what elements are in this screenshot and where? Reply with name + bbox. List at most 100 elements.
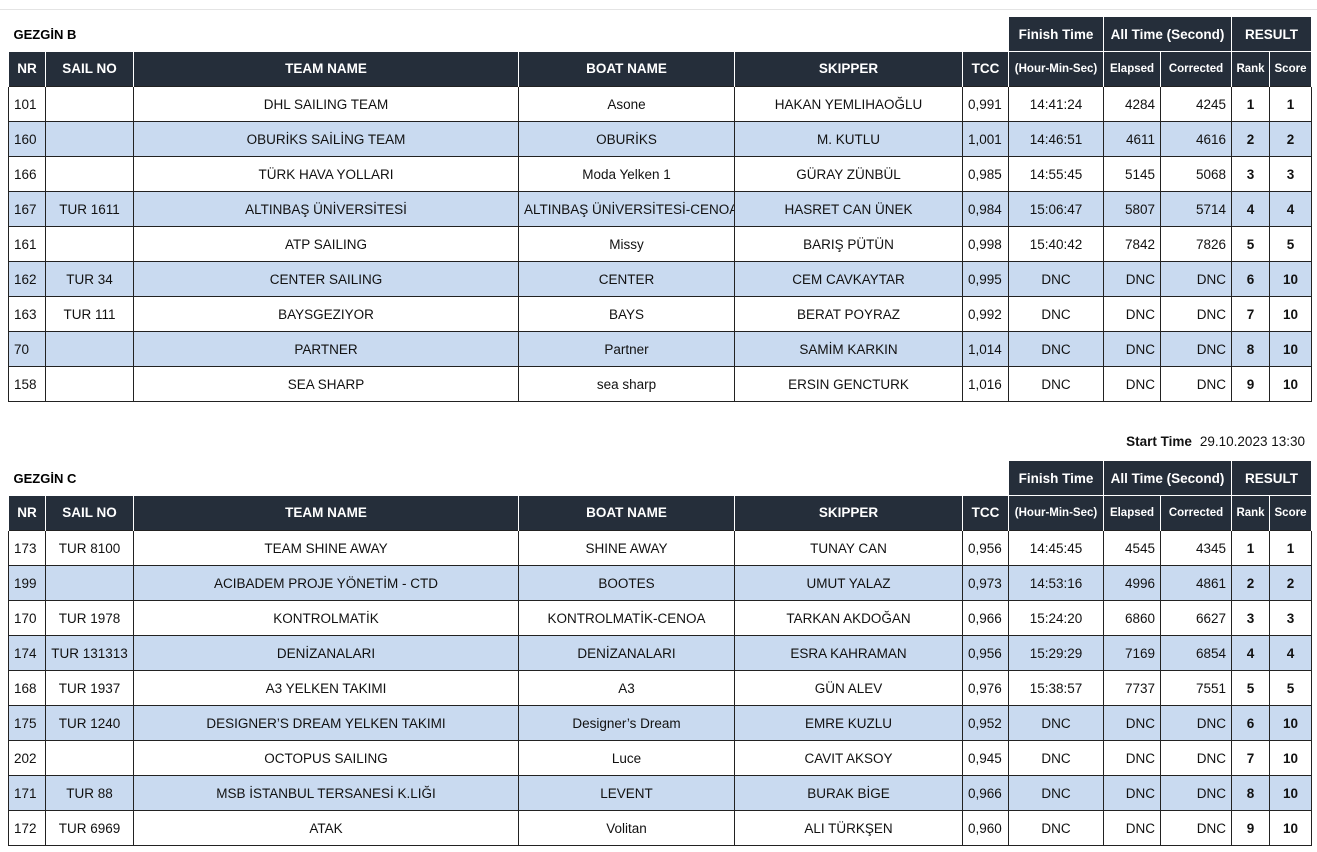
rank-cell: 4 (1231, 191, 1270, 227)
sail-no-cell (45, 565, 134, 601)
tcc-cell: 0,995 (962, 261, 1009, 297)
hour-min-sec-header: (Hour-Min-Sec) (1008, 51, 1104, 87)
skipper-cell: GÜN ALEV (734, 670, 963, 706)
team-name-cell: OCTOPUS SAILING (133, 740, 519, 776)
corrected-cell: DNC (1160, 705, 1232, 741)
score-cell: 3 (1269, 156, 1312, 192)
results-table-gezgin-b: GEZGİN B Finish Time All Time (Second) R… (8, 16, 1312, 402)
sail-no-cell (45, 331, 134, 367)
skipper-cell: BERAT POYRAZ (734, 296, 963, 332)
nr-cell: 162 (8, 261, 46, 297)
team-name-cell: DHL SAILING TEAM (133, 86, 519, 122)
finish-time-cell: DNC (1008, 366, 1104, 402)
boat-name-cell: Volitan (518, 810, 735, 846)
table-row: 161 ATP SAILING Missy BARIŞ PÜTÜN 0,998 15:40… (8, 226, 1312, 262)
sail-no-cell: TUR 88 (45, 775, 134, 811)
sail-no-cell (45, 740, 134, 776)
boat-name-cell: Asone (518, 86, 735, 122)
start-time-value: 29.10.2023 13:30 (1199, 434, 1305, 449)
finish-time-cell: 15:40:42 (1008, 226, 1104, 262)
team-name-cell: ACIBADEM PROJE YÖNETİM - CTD (133, 565, 519, 601)
elapsed-header: Elapsed (1103, 495, 1161, 531)
boat-name-cell: Luce (518, 740, 735, 776)
corrected-cell: 7551 (1160, 670, 1232, 706)
score-cell: 2 (1269, 121, 1312, 157)
nr-cell: 168 (8, 670, 46, 706)
sail-no-cell: TUR 1240 (45, 705, 134, 741)
nr-cell: 101 (8, 86, 46, 122)
corrected-cell: 4245 (1160, 86, 1232, 122)
nr-cell: 173 (8, 530, 46, 566)
table-row: 175 TUR 1240 DESIGNER’S DREAM YELKEN TAKIM… (8, 705, 1312, 741)
corrected-cell: 4616 (1160, 121, 1232, 157)
elapsed-cell: DNC (1103, 740, 1161, 776)
sail-no-cell: TUR 34 (45, 261, 134, 297)
team-name-cell: DENİZANALARI (133, 635, 519, 671)
sail-no-cell (45, 156, 134, 192)
team-name-cell: PARTNER (133, 331, 519, 367)
finish-time-cell: DNC (1008, 775, 1104, 811)
elapsed-cell: 5807 (1103, 191, 1161, 227)
boat-name-cell: BOOTES (518, 565, 735, 601)
skipper-cell: GÜRAY ZÜNBÜL (734, 156, 963, 192)
score-cell: 4 (1269, 191, 1312, 227)
team-name-header: TEAM NAME (133, 51, 519, 87)
corrected-cell: 4861 (1160, 565, 1232, 601)
score-header: Score (1269, 51, 1312, 87)
rank-cell: 5 (1231, 670, 1270, 706)
score-cell: 3 (1269, 600, 1312, 636)
skipper-cell: CEM CAVKAYTAR (734, 261, 963, 297)
tcc-cell: 1,001 (962, 121, 1009, 157)
finish-time-cell: DNC (1008, 331, 1104, 367)
skipper-cell: HASRET CAN ÜNEK (734, 191, 963, 227)
score-cell: 2 (1269, 565, 1312, 601)
skipper-header: SKIPPER (734, 51, 963, 87)
sail-no-header: SAIL NO (45, 51, 134, 87)
boat-name-header: BOAT NAME (518, 495, 735, 531)
nr-cell: 171 (8, 775, 46, 811)
table-row: 160 OBURİKS SAİLİNG TEAM OBURİKS M. KUTLU 1,… (8, 121, 1312, 157)
rank-cell: 7 (1231, 296, 1270, 332)
elapsed-cell: DNC (1103, 331, 1161, 367)
table-row: 202 OCTOPUS SAILING Luce CAVIT AKSOY 0,945 DN… (8, 740, 1312, 776)
elapsed-cell: DNC (1103, 296, 1161, 332)
tcc-cell: 1,016 (962, 366, 1009, 402)
finish-time-cell: 14:41:24 (1008, 86, 1104, 122)
rank-cell: 8 (1231, 775, 1270, 811)
score-cell: 5 (1269, 670, 1312, 706)
elapsed-cell: 4284 (1103, 86, 1161, 122)
team-name-cell: ALTINBAŞ ÜNİVERSİTESİ (133, 191, 519, 227)
score-header: Score (1269, 495, 1312, 531)
elapsed-cell: 7737 (1103, 670, 1161, 706)
team-name-cell: TEAM SHINE AWAY (133, 530, 519, 566)
rank-cell: 4 (1231, 635, 1270, 671)
corrected-cell: 6854 (1160, 635, 1232, 671)
tcc-cell: 0,992 (962, 296, 1009, 332)
finish-time-cell: 14:46:51 (1008, 121, 1104, 157)
rank-cell: 9 (1231, 810, 1270, 846)
corrected-cell: 6627 (1160, 600, 1232, 636)
nr-cell: 163 (8, 296, 46, 332)
start-time: Start Time 29.10.2023 13:30 (1126, 434, 1305, 449)
team-name-cell: KONTROLMATİK (133, 600, 519, 636)
tcc-cell: 1,014 (962, 331, 1009, 367)
rank-cell: 3 (1231, 600, 1270, 636)
finish-time-cell: 15:24:20 (1008, 600, 1104, 636)
tcc-cell: 0,966 (962, 775, 1009, 811)
tcc-cell: 0,991 (962, 86, 1009, 122)
finish-time-cell: DNC (1008, 261, 1104, 297)
elapsed-cell: DNC (1103, 366, 1161, 402)
finish-time-cell: DNC (1008, 296, 1104, 332)
finish-time-cell: 14:45:45 (1008, 530, 1104, 566)
score-cell: 5 (1269, 226, 1312, 262)
table-row: 172 TUR 6969 ATAK Volitan ALI TÜRKŞEN 0,960 DN… (8, 810, 1312, 846)
score-cell: 10 (1269, 296, 1312, 332)
finish-time-header: Finish Time (1008, 16, 1104, 52)
top-divider (0, 9, 1317, 10)
elapsed-cell: DNC (1103, 705, 1161, 741)
corrected-cell: 7826 (1160, 226, 1232, 262)
table-row: 174 TUR 131313 DENİZANALARI DENİZANALARI ESR… (8, 635, 1312, 671)
corrected-cell: DNC (1160, 810, 1232, 846)
sail-no-cell (45, 366, 134, 402)
nr-header: NR (8, 51, 46, 87)
